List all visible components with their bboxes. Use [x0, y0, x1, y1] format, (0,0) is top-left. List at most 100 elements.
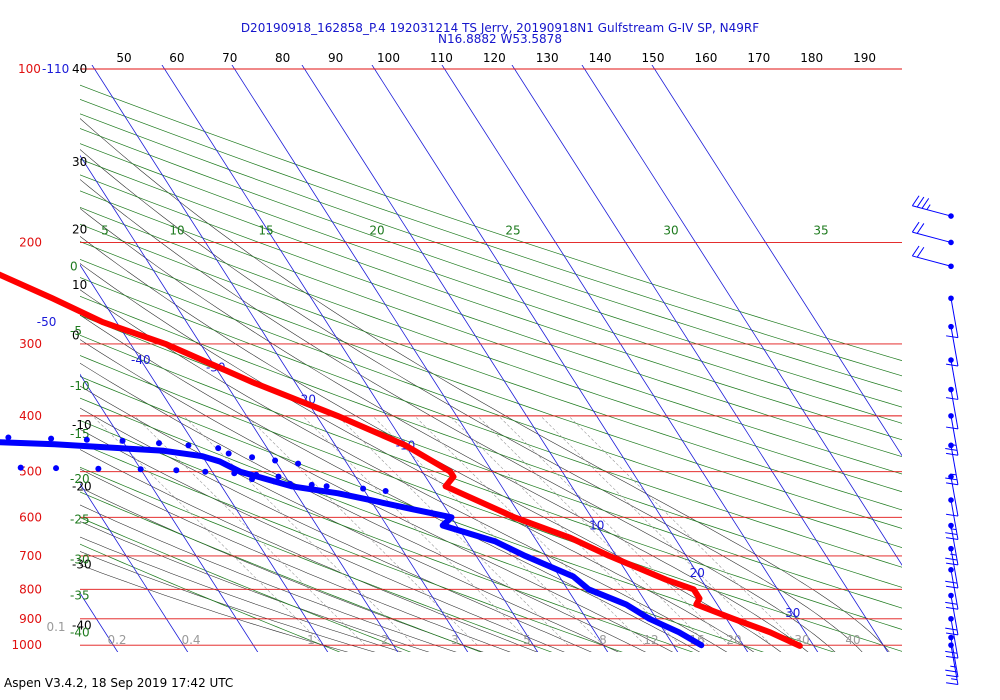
left-green-label: -30: [70, 552, 90, 566]
left-green-label: 0: [70, 259, 78, 273]
chart-title: D20190918_162858_P.4 192031214 TS Jerry,…: [240, 21, 760, 35]
wind-barb-staff: [950, 548, 959, 589]
dewpoint-point: [272, 457, 279, 464]
dry-adiabat-line: [80, 442, 623, 652]
mixing-ratio-label: 40: [845, 633, 860, 647]
mixing-ratio-line: [568, 415, 800, 646]
dry-adiabat-line: [80, 143, 902, 424]
dry-adiabat-line: [80, 355, 902, 652]
isotherm-line: [80, 373, 259, 652]
isotherm-line: [651, 65, 902, 457]
wind-barb-feather: [945, 448, 958, 451]
dewpoint-point: [249, 476, 256, 483]
top-tick-label: 180: [800, 51, 823, 65]
mixing-ratio-line: [449, 415, 681, 646]
dry-adiabat-label: 25: [505, 223, 520, 237]
top-tick-label: 130: [536, 51, 559, 65]
isotherm-line: [80, 264, 329, 652]
mixing-ratio-label: 0.4: [181, 633, 200, 647]
wind-barb-staff: [950, 298, 959, 338]
wind-barb-feather: [916, 196, 925, 208]
wind-barb-staff: [950, 415, 959, 456]
dry-adiabat-line: [80, 397, 764, 652]
wind-barb-feather: [946, 562, 959, 566]
dry-adiabat-line: [80, 277, 902, 568]
mixing-ratio-line: [477, 415, 709, 646]
moist-adiabat-line: [80, 149, 863, 652]
moist-adiabat-line: [80, 468, 511, 652]
mixing-ratio-label: 20: [726, 633, 741, 647]
temperature-series: [0, 271, 803, 649]
pressure-label: 700: [19, 549, 42, 563]
moist-adiabat-line: [80, 339, 674, 652]
moist-adiabat-line: [80, 551, 376, 652]
top-tick-label: 110: [430, 51, 453, 65]
isotherm-label: -40: [131, 353, 151, 367]
dewpoint-point: [323, 483, 330, 490]
pressure-label: 600: [19, 510, 42, 524]
mixing-ratio-label: 5: [523, 633, 531, 647]
moist-adiabat-line: [80, 263, 755, 652]
wind-barb-staff: [950, 445, 959, 485]
left-green-label: -15: [70, 427, 90, 441]
wind-barb-staff: [950, 326, 959, 367]
left-green-label: -10: [70, 379, 90, 393]
isotherm-line: [231, 65, 609, 652]
temperature-line: [0, 271, 803, 649]
isotherm-line: [161, 65, 539, 652]
left-green-label: -25: [70, 512, 90, 526]
left-green-label: -35: [70, 588, 90, 602]
wind-barb-feather: [946, 655, 959, 659]
moist-adiabat-line: [80, 407, 592, 652]
left-axis-label: 40: [72, 62, 87, 76]
dewpoint-point: [287, 480, 294, 487]
dry-adiabat-line: [80, 158, 902, 441]
left-axis-label: -10: [72, 418, 92, 432]
wind-barbs: [911, 195, 959, 686]
mixing-ratio-label: 0.1: [46, 620, 65, 634]
wind-barb-feather: [946, 335, 959, 339]
dewpoint-point: [231, 470, 238, 477]
moist-adiabat-line: [80, 487, 484, 652]
wind-barb-feather: [911, 245, 920, 257]
wind-barb-feather: [921, 198, 930, 209]
mixing-ratio-label: 3: [451, 633, 459, 647]
wind-barb-feather: [946, 513, 959, 517]
wind-barb-feather: [916, 223, 925, 234]
wind-barb-feather: [946, 537, 959, 540]
mixing-ratio-line: [183, 415, 415, 646]
top-tick-label: 80: [275, 51, 290, 65]
dry-adiabat-label: 20: [369, 223, 384, 237]
dewpoint-point: [202, 468, 209, 475]
dewpoint-point: [308, 481, 315, 488]
mixing-ratio-label: 1: [307, 633, 315, 647]
dry-adiabat-line: [80, 223, 902, 511]
moist-adiabat-line: [80, 289, 728, 652]
mixing-ratio-line: [498, 415, 730, 646]
dewpoint-point: [253, 471, 260, 478]
wind-barb-feather: [911, 195, 920, 207]
dewpoint-point: [271, 478, 278, 485]
wind-barb-staff: [912, 255, 952, 267]
dewpoint-point: [17, 464, 24, 471]
top-tick-label: 170: [747, 51, 770, 65]
dry-adiabat-line: [80, 174, 902, 458]
wind-barb-feather: [946, 606, 959, 610]
wind-barb-staff: [950, 569, 959, 610]
dry-adiabat-line: [80, 258, 902, 548]
wind-barb-staff: [950, 476, 959, 517]
left-axis-label: 30: [72, 155, 87, 169]
dewpoint-point: [225, 450, 232, 457]
dewpoint-point: [215, 445, 222, 452]
dewpoint-point: [249, 454, 256, 461]
wind-barb-staff: [950, 618, 959, 659]
mixing-ratio-label: 12: [643, 633, 658, 647]
dewpoint-point: [119, 437, 126, 444]
dry-adiabat-line: [80, 491, 482, 652]
wind-barb-staff: [912, 205, 952, 217]
isotherm-line: [301, 65, 679, 652]
dry-adiabat-line: [80, 98, 902, 377]
top-tick-label: 100: [377, 51, 400, 65]
dry-adiabat-label: 10: [169, 223, 184, 237]
